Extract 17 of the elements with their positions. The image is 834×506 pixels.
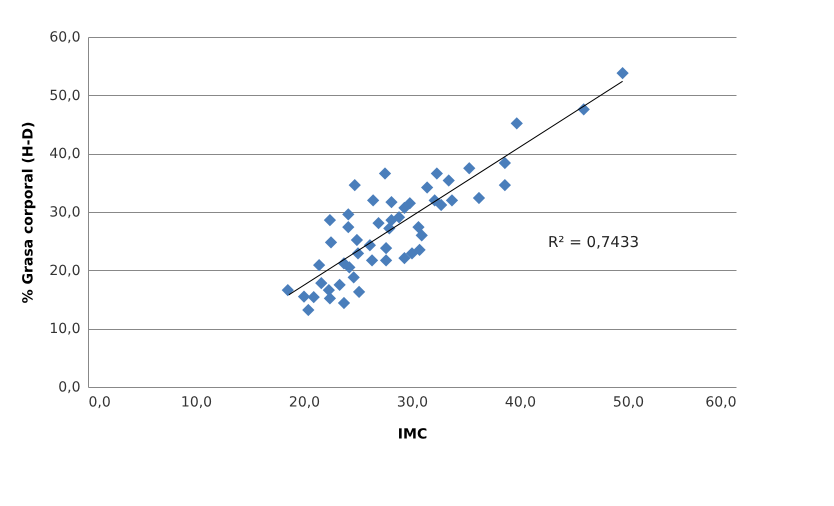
y-axis-title: % Grasa corporal (H-D) xyxy=(20,122,36,304)
y-tick-label: 40,0 xyxy=(49,146,80,162)
x-tick-label: 10,0 xyxy=(180,394,212,410)
y-tick-label: 30,0 xyxy=(49,204,80,220)
annotation: R² = 0,7433 xyxy=(548,233,640,251)
y-tick-label: 60,0 xyxy=(49,30,80,46)
x-tick-label: 60,0 xyxy=(705,394,736,410)
y-tick-label: 10,0 xyxy=(49,321,80,338)
x-tick-label: 30,0 xyxy=(396,394,428,410)
y-tick-label: 20,0 xyxy=(49,262,80,279)
x-tick-label: 0,0 xyxy=(88,394,111,410)
y-tick-label: 50,0 xyxy=(49,88,80,104)
x-tick-label: 20,0 xyxy=(288,394,320,410)
y-tick-label: 0,0 xyxy=(58,380,80,396)
x-axis-title: IMC xyxy=(398,426,428,442)
x-tick-label: 50,0 xyxy=(612,394,644,410)
x-tick-label: 40,0 xyxy=(504,394,536,410)
